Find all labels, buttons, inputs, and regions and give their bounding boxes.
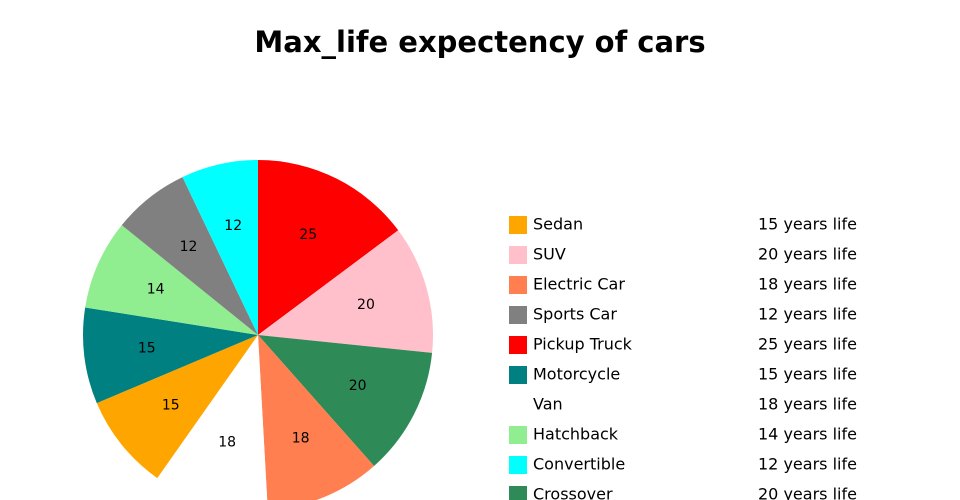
pie-slice xyxy=(121,177,259,335)
legend-swatch xyxy=(509,246,527,264)
legend-label: Van xyxy=(533,395,563,414)
legend-value-label: 18 years life xyxy=(758,395,857,414)
legend-swatch xyxy=(509,456,527,474)
pie-slice xyxy=(258,335,375,500)
pie-slice xyxy=(258,230,433,353)
legend-swatch xyxy=(509,366,527,384)
pie-slice xyxy=(157,335,268,500)
slice-label: 20 xyxy=(349,378,367,394)
legend-value-label: 20 years life xyxy=(758,485,857,500)
legend-label: Motorcycle xyxy=(533,365,620,384)
slice-label: 18 xyxy=(218,435,236,451)
legend-swatch xyxy=(509,306,527,324)
slice-label: 18 xyxy=(292,431,310,447)
slice-label: 20 xyxy=(357,297,375,313)
legend-swatch xyxy=(509,396,527,414)
legend-value-label: 18 years life xyxy=(758,275,857,294)
legend-label: SUV xyxy=(533,245,566,264)
slice-label: 25 xyxy=(299,227,317,243)
pie-slice xyxy=(258,160,399,335)
legend-label: Convertible xyxy=(533,455,625,474)
legend-swatch xyxy=(509,216,527,234)
legend-label: Sports Car xyxy=(533,305,617,324)
chart-title: Max_life expectency of cars xyxy=(254,25,705,59)
legend-swatch xyxy=(509,336,527,354)
slice-label: 12 xyxy=(224,218,242,234)
legend-value-label: 15 years life xyxy=(758,365,857,384)
legend-value-label: 14 years life xyxy=(758,425,857,444)
legend-label: Crossover xyxy=(533,485,613,500)
legend-swatch xyxy=(509,486,527,500)
legend-label: Hatchback xyxy=(533,425,619,444)
slice-label: 15 xyxy=(138,341,156,357)
legend-value-label: 12 years life xyxy=(758,305,857,324)
legend-value-label: 12 years life xyxy=(758,455,857,474)
legend-value-label: 20 years life xyxy=(758,245,857,264)
legend-label: Electric Car xyxy=(533,275,625,294)
legend-label: Sedan xyxy=(533,215,583,234)
pie-slice xyxy=(182,160,258,335)
legend-value-label: 25 years life xyxy=(758,335,857,354)
legend-swatch xyxy=(509,426,527,444)
legend-swatch xyxy=(509,276,527,294)
slice-label: 12 xyxy=(180,239,198,255)
pie-slice xyxy=(96,335,259,479)
slice-label: 14 xyxy=(147,282,165,298)
pie-slice xyxy=(258,335,433,466)
legend-label: Pickup Truck xyxy=(533,335,633,354)
pie-slice xyxy=(85,225,259,335)
legend-value-label: 15 years life xyxy=(758,215,857,234)
slice-label: 15 xyxy=(162,397,180,413)
pie-slice xyxy=(83,307,258,404)
